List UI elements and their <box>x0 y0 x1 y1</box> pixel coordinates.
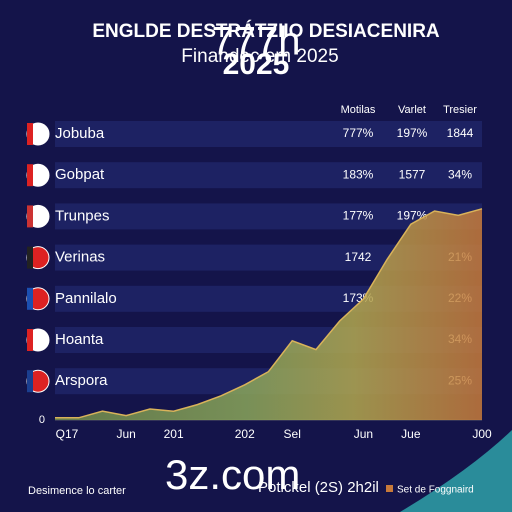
x-tick-label: Jun <box>354 427 373 441</box>
title: ENGLDE DESTRÁTZIIO DESIACENIRA <box>92 20 440 42</box>
x-tick-label: J00 <box>472 427 492 441</box>
row-name: Hoanta <box>55 331 104 348</box>
flag-stripe <box>27 205 33 228</box>
flag-stripe <box>27 287 33 310</box>
row-name: Jobuba <box>55 125 105 142</box>
footer-middle: Potickel (2S) 2h2il <box>258 479 379 496</box>
flag-stripe <box>27 370 33 393</box>
row-name: Pannilalo <box>55 290 117 307</box>
column-header: Varlet <box>398 104 426 116</box>
row-cell: 197% <box>397 126 428 140</box>
x-tick-label: Sel <box>284 427 301 441</box>
row-bar <box>55 162 482 189</box>
row-cell: 34% <box>448 167 472 181</box>
flag-stripe <box>27 329 33 351</box>
x-tick-label: 202 <box>235 427 255 441</box>
x-tick-label: 201 <box>164 427 184 441</box>
legend-swatch <box>386 485 393 492</box>
footer-brand: 3z.com <box>165 451 300 498</box>
area <box>55 208 482 420</box>
row-name: Arspora <box>55 372 108 389</box>
column-header: Tresier <box>443 104 477 116</box>
row-name: Trunpes <box>55 207 109 224</box>
row-name: Gobpat <box>55 166 105 183</box>
overlay-text: 777h <box>212 20 301 64</box>
flag-stripe <box>27 246 33 269</box>
flag-stripe <box>27 164 33 187</box>
footer-right: Set de Foggnaird <box>397 485 474 496</box>
corner-shape <box>400 430 512 512</box>
row-name: Verinas <box>55 249 105 266</box>
subtitle: Finandec em 2025 <box>181 46 338 67</box>
flag-stripe <box>27 123 33 145</box>
y-tick-label: 0 <box>39 414 45 426</box>
x-tick-label: Jun <box>116 427 135 441</box>
row-cell: 777% <box>343 126 374 140</box>
row-cell: 183% <box>343 167 374 181</box>
row-bar <box>55 121 482 147</box>
area-line <box>55 208 483 419</box>
footer-left: Desimence lo carter <box>28 485 126 497</box>
row-cell: 177% <box>343 209 374 223</box>
column-header: Motilas <box>341 104 376 116</box>
x-tick-label: Jue <box>401 427 421 441</box>
row-cell: 1742 <box>345 250 372 264</box>
x-tick-label: Q17 <box>56 427 79 441</box>
overlay-text: 2025 <box>223 48 290 81</box>
row-cell: 1577 <box>399 167 426 181</box>
row-cell: 1844 <box>447 126 474 140</box>
